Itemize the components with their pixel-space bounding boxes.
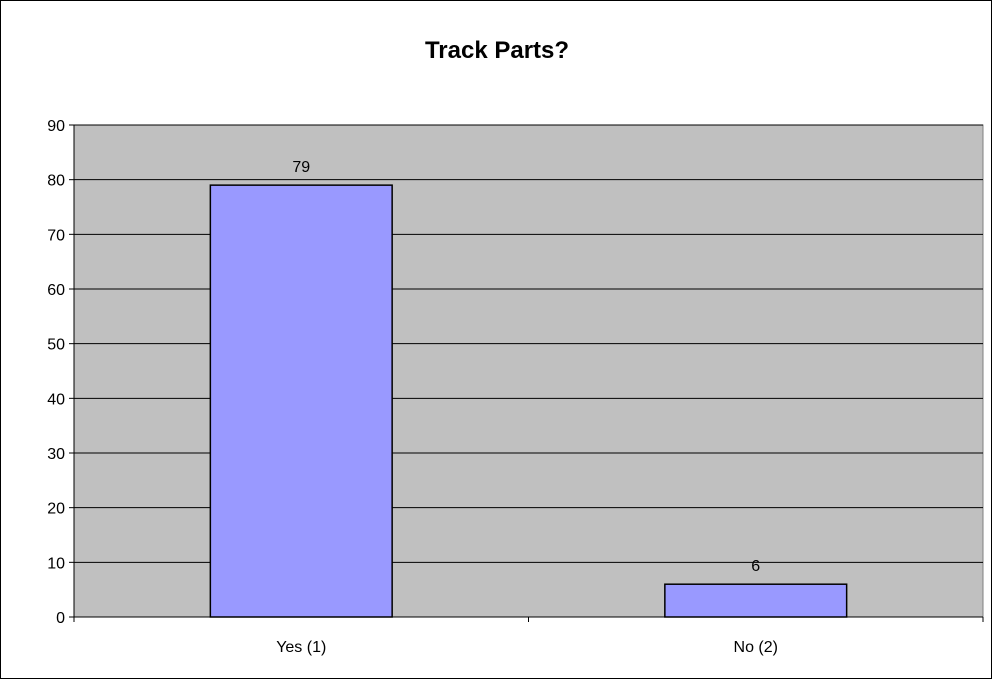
bars (209, 184, 848, 618)
y-tick-label: 0 (56, 610, 65, 627)
y-tick-label: 80 (47, 173, 65, 190)
y-tick-label: 30 (47, 446, 65, 463)
y-tick-label: 10 (47, 555, 65, 572)
data-label: 79 (292, 159, 310, 176)
bar (209, 184, 393, 618)
y-tick-label: 60 (47, 282, 65, 299)
y-tick-label: 50 (47, 337, 65, 354)
x-tick-label: No (2) (734, 639, 778, 656)
chart-title: Track Parts? (425, 37, 569, 64)
y-tick-label: 40 (47, 391, 65, 408)
bar (664, 583, 848, 618)
labels: 0 10 20 30 40 50 60 70 80 90 79 Yes (1) 6 No (2) (47, 118, 778, 656)
data-label: 6 (751, 558, 760, 575)
y-tick-label: 20 (47, 501, 65, 518)
x-tick-label: Yes (1) (276, 639, 326, 656)
y-tick-label: 90 (47, 118, 65, 135)
y-tick-label: 70 (47, 227, 65, 244)
